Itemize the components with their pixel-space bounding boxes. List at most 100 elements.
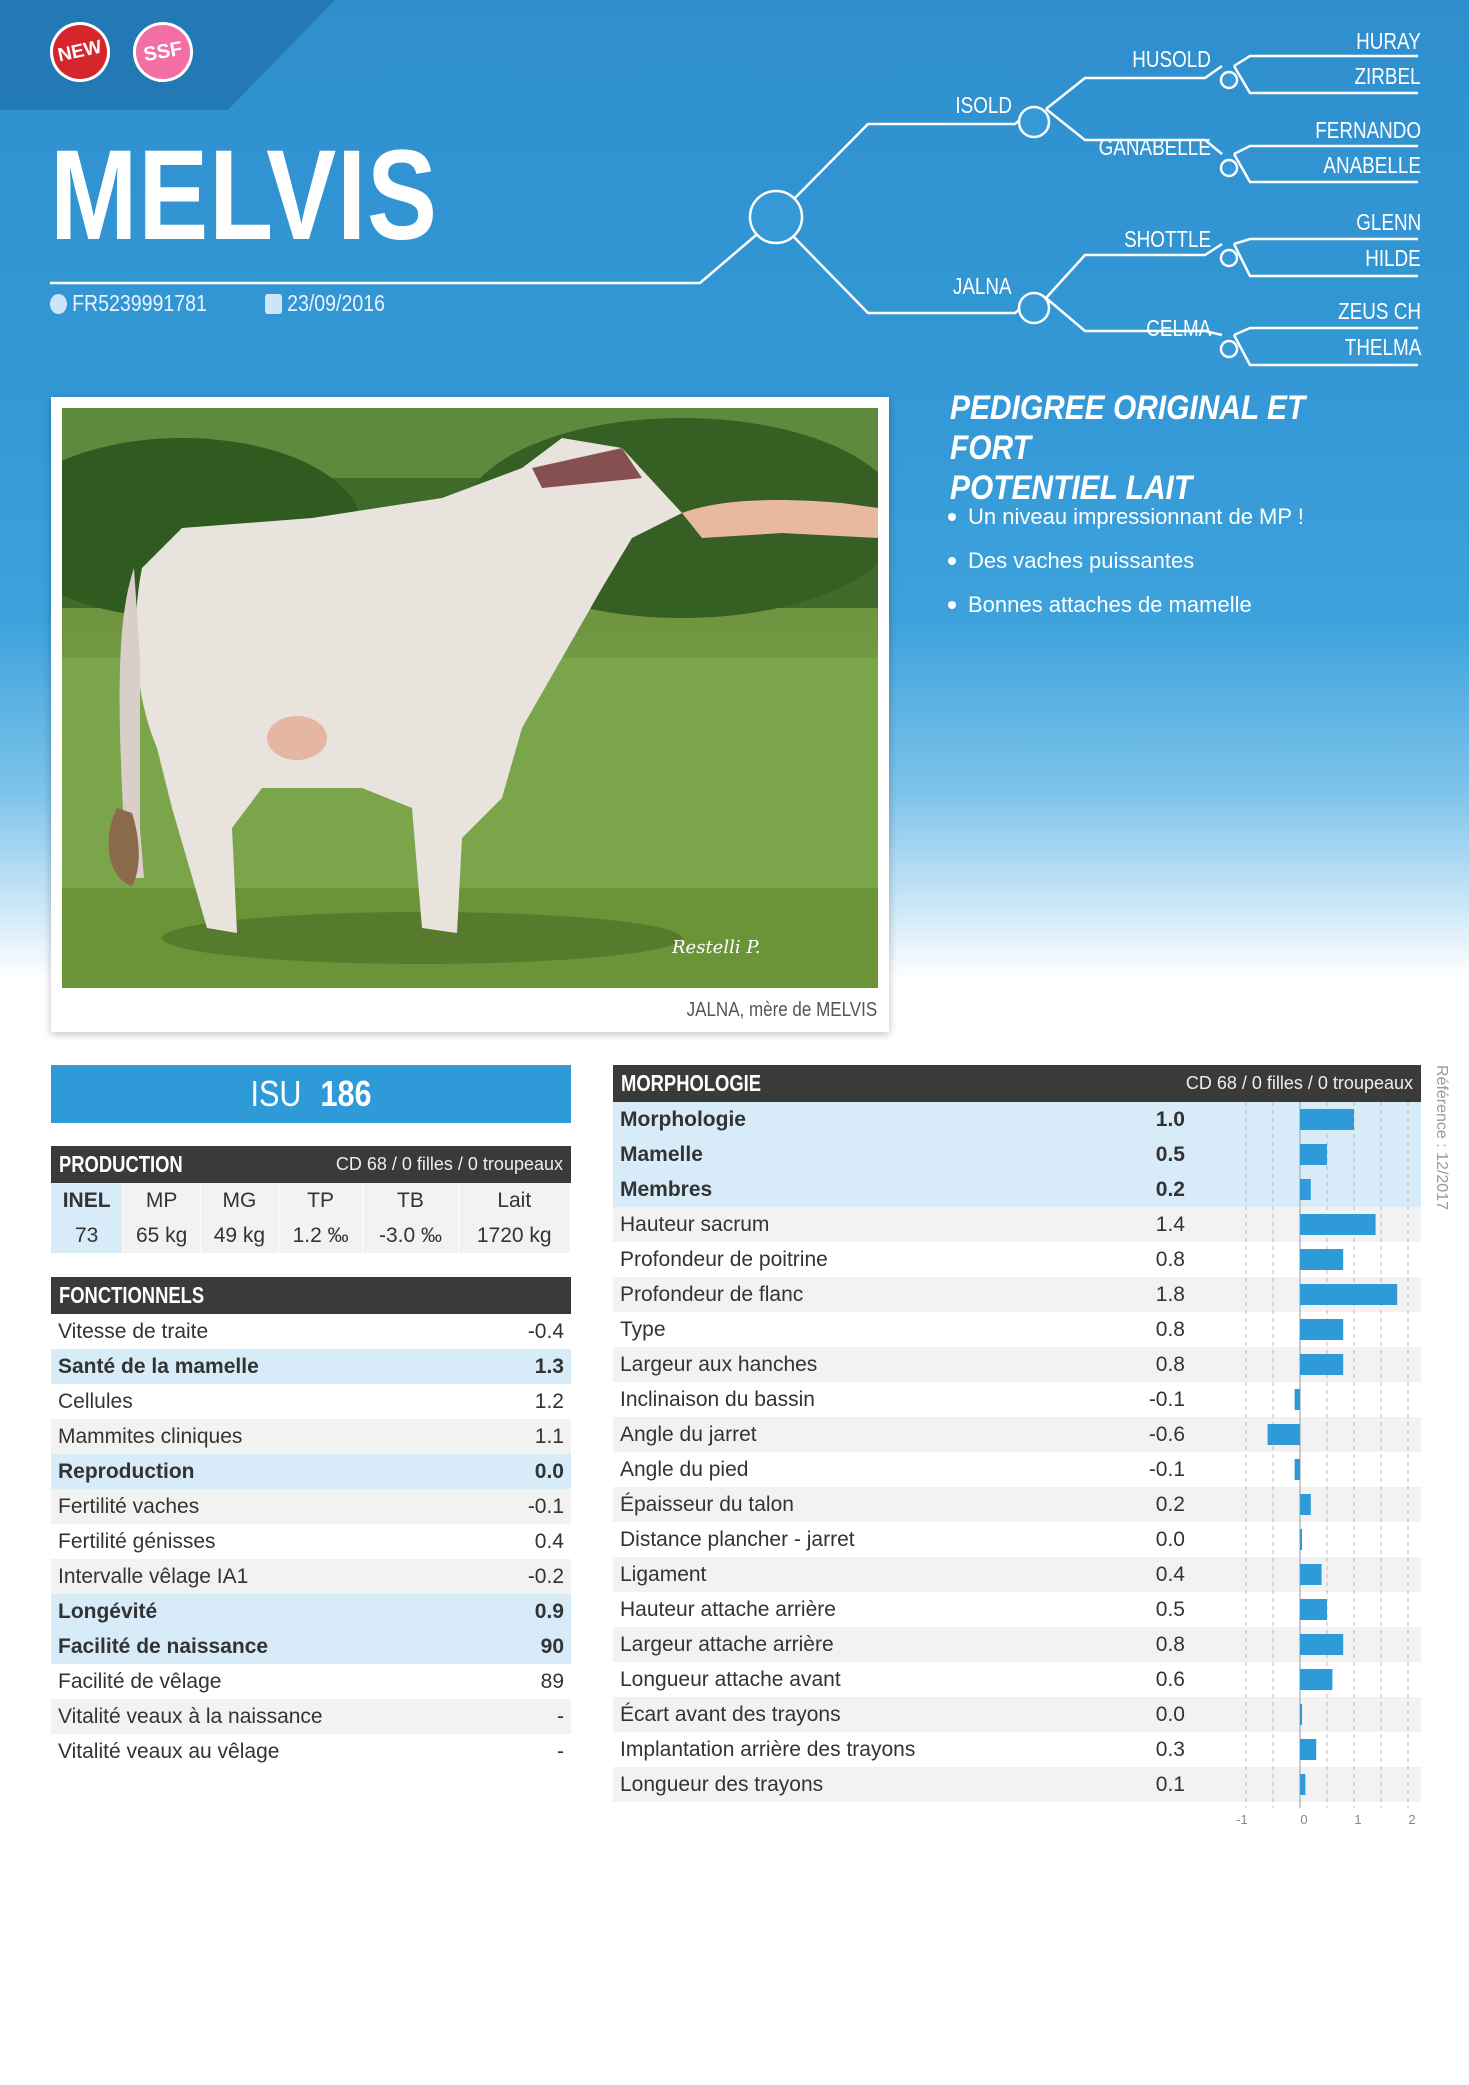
fonctionnel-row: Fertilité vaches -0.1 xyxy=(51,1489,571,1524)
highlight-item: Des vaches puissantes xyxy=(948,539,1304,583)
pedigree-dam: JALNA xyxy=(953,273,1012,299)
chart-tick-label: 1 xyxy=(1354,1812,1361,1827)
production-col-lait: Lait xyxy=(458,1183,571,1218)
fonctionnel-row: Mammites cliniques 1.1 xyxy=(51,1419,571,1454)
fonctionnel-value: -0.4 xyxy=(527,1319,564,1343)
production-table: INEL MP MG TP TB Lait 73 65 kg 49 kg 1.2… xyxy=(51,1183,571,1253)
morpho-label: Hauteur attache arrière xyxy=(620,1597,836,1621)
production-col-tp: TP xyxy=(278,1183,364,1218)
pedigree-ggp-1: HURAY xyxy=(1356,28,1421,54)
fonctionnel-row: Facilité de vêlage 89 xyxy=(51,1664,571,1699)
bull-name: MELVIS xyxy=(50,124,438,267)
morpho-row: Angle du jarret -0.6 xyxy=(613,1417,1421,1452)
morpho-row: Distance plancher - jarret 0.0 xyxy=(613,1522,1421,1557)
fonctionnel-label: Facilité de vêlage xyxy=(58,1669,222,1693)
chart-tick-label: 2 xyxy=(1408,1812,1415,1827)
birth-date-value: 23/09/2016 xyxy=(286,290,385,316)
cow-photo: Restelli P. xyxy=(62,408,878,988)
fonctionnel-row: Reproduction 0.0 xyxy=(51,1454,571,1489)
slogan: PEDIGREE ORIGINAL ET FORT POTENTIEL LAIT xyxy=(950,388,1372,508)
morpho-row: Type 0.8 xyxy=(613,1312,1421,1347)
morpho-row: Largeur aux hanches 0.8 xyxy=(613,1347,1421,1382)
morpho-label: Épaisseur du talon xyxy=(620,1492,794,1516)
morpho-label: Écart avant des trayons xyxy=(620,1702,841,1726)
pedigree-dam-dam: CELMA xyxy=(1146,315,1211,341)
fonctionnel-value: 1.1 xyxy=(534,1424,564,1448)
fonctionnel-row: Fertilité génisses 0.4 xyxy=(51,1524,571,1559)
production-col-mg: MG xyxy=(200,1183,279,1218)
chart-tick-label: 0 xyxy=(1300,1812,1307,1827)
morpho-value: 0.2 xyxy=(1155,1492,1185,1516)
morpho-label: Type xyxy=(620,1317,666,1341)
morpho-label: Morphologie xyxy=(620,1107,746,1131)
morpho-value: 0.6 xyxy=(1155,1667,1185,1691)
morpho-label: Longueur des trayons xyxy=(620,1772,824,1796)
morpho-row: Mamelle 0.5 xyxy=(613,1137,1421,1172)
production-title: PRODUCTION xyxy=(59,1151,183,1177)
morpho-row: Profondeur de flanc 1.8 xyxy=(613,1277,1421,1312)
morpho-value: 0.0 xyxy=(1155,1702,1185,1726)
pedigree-sire: ISOLD xyxy=(955,92,1012,118)
morphologie-header: MORPHOLOGIE CD 68 / 0 filles / 0 troupea… xyxy=(613,1065,1421,1102)
morpho-label: Largeur aux hanches xyxy=(620,1352,818,1376)
highlight-list: Un niveau impressionnant de MP ! Des vac… xyxy=(948,495,1304,627)
photo-caption: JALNA, mère de MELVIS xyxy=(686,999,877,1021)
bull-meta: FR5239991781 23/09/2016 xyxy=(50,290,406,317)
fonctionnel-row: Intervalle vêlage IA1 -0.2 xyxy=(51,1559,571,1594)
morpho-value: -0.1 xyxy=(1148,1457,1185,1481)
morpho-value: -0.6 xyxy=(1148,1422,1185,1446)
fonctionnel-label: Longévité xyxy=(58,1599,158,1623)
fonctionnel-row: Vitesse de traite -0.4 xyxy=(51,1314,571,1349)
morpho-label: Membres xyxy=(620,1177,713,1201)
morpho-value: 1.0 xyxy=(1155,1107,1185,1131)
morpho-row: Morphologie 1.0 xyxy=(613,1102,1421,1137)
pedigree-ggp-8: THELMA xyxy=(1344,334,1421,360)
pedigree-dam-node xyxy=(1017,291,1051,325)
fonctionnel-value: - xyxy=(557,1704,564,1728)
fonctionnel-value: -0.2 xyxy=(527,1564,564,1588)
fonctionnel-label: Vitalité veaux au vêlage xyxy=(58,1739,280,1763)
fonctionnel-label: Cellules xyxy=(58,1389,133,1413)
morpho-value: 0.8 xyxy=(1155,1247,1185,1271)
pedigree-dam-sire: SHOTTLE xyxy=(1124,226,1211,252)
fonctionnel-value: 89 xyxy=(540,1669,564,1693)
production-col-inel: INEL xyxy=(51,1183,124,1218)
production-val-mp: 65 kg xyxy=(122,1218,202,1253)
pedigree-ggp-2: ZIRBEL xyxy=(1354,63,1421,89)
morphologie-section: MORPHOLOGIE CD 68 / 0 filles / 0 troupea… xyxy=(613,1065,1421,1827)
photo-watermark: Restelli P. xyxy=(671,937,761,958)
reference-note: Référence : 12/2017 xyxy=(1433,1065,1450,1210)
isu-box: ISU 186 xyxy=(51,1065,571,1123)
morpho-row: Profondeur de poitrine 0.8 xyxy=(613,1242,1421,1277)
morphologie-subtitle: CD 68 / 0 filles / 0 troupeaux xyxy=(1185,1073,1413,1093)
fonctionnel-label: Mammites cliniques xyxy=(58,1424,243,1448)
morpho-value: 0.5 xyxy=(1155,1142,1185,1166)
pedigree-ggp-6: HILDE xyxy=(1365,245,1421,271)
pedigree-ggp-7: ZEUS CH xyxy=(1338,298,1421,324)
production-section: PRODUCTION CD 68 / 0 filles / 0 troupeau… xyxy=(51,1146,571,1253)
fonctionnel-label: Facilité de naissance xyxy=(58,1634,269,1658)
fonctionnel-row: Vitalité veaux à la naissance - xyxy=(51,1699,571,1734)
morpho-row: Épaisseur du talon 0.2 xyxy=(613,1487,1421,1522)
morpho-row: Implantation arrière des trayons 0.3 xyxy=(613,1732,1421,1767)
fonctionnel-value: 0.4 xyxy=(534,1529,564,1553)
bull-id: FR5239991781 xyxy=(50,290,207,317)
fonctionnel-label: Intervalle vêlage IA1 xyxy=(58,1564,249,1588)
fonctionnels-list: Vitesse de traite -0.4 Santé de la mamelle… xyxy=(51,1314,571,1769)
highlight-item: Bonnes attaches de mamelle xyxy=(948,583,1304,627)
morphologie-list: Morphologie 1.0 Mamelle 0.5 Membres 0.2 Hauteu… xyxy=(613,1102,1421,1827)
fonctionnel-label: Reproduction xyxy=(58,1459,195,1483)
fonctionnel-value: 1.2 xyxy=(534,1389,564,1413)
production-val-mg: 49 kg xyxy=(200,1218,279,1253)
morpho-row: Longueur des trayons 0.1 xyxy=(613,1767,1421,1802)
pedigree-root-node xyxy=(748,189,804,245)
fonctionnel-row: Facilité de naissance 90 xyxy=(51,1629,571,1664)
production-header-row: INEL MP MG TP TB Lait xyxy=(51,1183,571,1218)
highlight-item: Un niveau impressionnant de MP ! xyxy=(948,495,1304,539)
morpho-value: 0.0 xyxy=(1155,1527,1185,1551)
isu-label: ISU xyxy=(250,1073,302,1114)
morpho-value: 0.2 xyxy=(1155,1177,1185,1201)
morpho-row: Hauteur attache arrière 0.5 xyxy=(613,1592,1421,1627)
slogan-line-1: PEDIGREE ORIGINAL ET FORT xyxy=(950,389,1306,467)
morpho-label: Distance plancher - jarret xyxy=(620,1527,855,1551)
